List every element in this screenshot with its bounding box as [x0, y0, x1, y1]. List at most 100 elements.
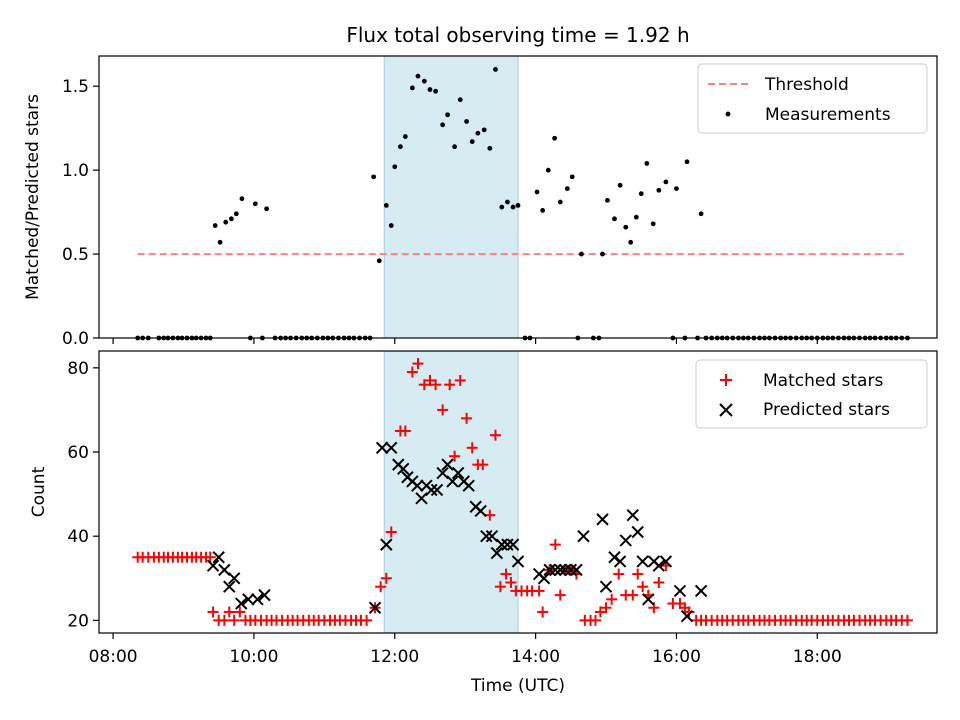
- measurement-point: [656, 187, 662, 193]
- predicted-star-marker: [673, 584, 687, 598]
- measurement-point: [499, 204, 505, 210]
- predicted-star-marker: [430, 483, 444, 497]
- measurement-point: [402, 134, 408, 139]
- matched-star-marker: [637, 581, 649, 593]
- matched-star-marker: [418, 379, 430, 391]
- matched-star-marker: [653, 576, 665, 588]
- matched-stars-layer: [132, 358, 913, 626]
- measurement-point: [617, 182, 623, 188]
- predicted-star-marker: [596, 513, 609, 526]
- measurement-point: [628, 239, 634, 245]
- measurement-point: [469, 139, 475, 145]
- measurement-point: [564, 186, 570, 192]
- matched-star-marker: [375, 581, 387, 593]
- matched-star-marker: [683, 606, 695, 618]
- bottom-x-ticks: 08:00 10:00 12:00 14:00 16:00 18:00: [89, 633, 842, 667]
- predicted-star-marker: [652, 559, 666, 572]
- predicted-star-marker: [631, 525, 644, 539]
- predicted-star-marker: [636, 555, 649, 568]
- measurement-point: [457, 97, 463, 103]
- predicted-star-marker: [251, 593, 264, 606]
- predicted-star-marker: [511, 555, 525, 568]
- y-tick-label: 1.0: [62, 161, 89, 181]
- matched-star-marker: [204, 551, 216, 563]
- measurements-layer: [135, 67, 910, 341]
- top-x-ticks: [112, 338, 818, 344]
- x-tick-label: 16:00: [652, 647, 701, 667]
- predicted-star-marker: [680, 609, 694, 623]
- predicted-star-marker: [549, 563, 562, 577]
- matched-star-marker: [632, 568, 644, 580]
- matched-star-marker: [444, 379, 456, 391]
- matched-star-marker: [361, 614, 373, 626]
- x-tick-label: 08:00: [89, 647, 138, 667]
- matched-star-marker: [500, 568, 512, 580]
- predicted-star-marker: [258, 588, 271, 602]
- matched-star-marker: [606, 593, 618, 605]
- measurement-point: [383, 202, 389, 208]
- matched-star-marker: [207, 606, 219, 618]
- predicted-star-marker: [441, 458, 454, 471]
- x-tick-label: 14:00: [511, 647, 560, 667]
- predicted-star-marker: [223, 580, 236, 593]
- predicted-star-marker: [446, 475, 459, 488]
- measurement-point: [233, 211, 239, 217]
- top-y-axis-label: Matched/Predicted stars: [23, 94, 43, 300]
- predicted-star-marker: [462, 479, 475, 492]
- top-axes-frame: [98, 55, 938, 339]
- predicted-star-marker: [537, 572, 551, 585]
- bottom-y-ticks: 20 40 60 80: [67, 359, 99, 631]
- measurement-point: [684, 159, 690, 165]
- predicted-star-marker: [474, 504, 487, 518]
- x-tick-label: 10:00: [229, 647, 278, 667]
- measurement-point: [663, 179, 669, 185]
- measurement-point: [475, 130, 481, 136]
- measurement-point: [623, 224, 629, 230]
- measurement-point: [505, 199, 510, 205]
- measurement-point: [252, 201, 258, 207]
- measurement-point: [212, 223, 218, 228]
- top-highlight-span: [383, 55, 519, 339]
- predicted-star-marker: [385, 441, 398, 455]
- predicted-star-marker: [495, 538, 509, 551]
- predicted-star-marker: [599, 580, 613, 593]
- predicted-stars-layer: [206, 441, 708, 623]
- measurement-point: [452, 144, 458, 150]
- measurement-point: [409, 85, 415, 91]
- measurement-point: [228, 216, 234, 222]
- y-tick-label: 20: [67, 611, 89, 631]
- predicted-star-marker: [397, 462, 410, 476]
- matched-star-marker: [223, 606, 235, 618]
- y-tick-label: 1.5: [62, 77, 89, 97]
- matched-star-marker: [406, 366, 418, 378]
- bottom-highlight-span: [383, 350, 519, 634]
- measurement-point: [445, 112, 450, 118]
- predicted-star-marker: [368, 601, 382, 614]
- legend-measurements-label: Measurements: [765, 105, 891, 125]
- legend-matched-swatch: [720, 374, 732, 386]
- measurement-point: [534, 189, 540, 195]
- matched-star-marker: [380, 572, 392, 584]
- matched-star-marker: [461, 412, 473, 424]
- matched-star-marker: [385, 526, 397, 538]
- matched-star-marker: [399, 425, 411, 437]
- matched-star-marker: [549, 539, 561, 551]
- predicted-star-marker: [608, 551, 621, 564]
- legend-threshold-label: Threshold: [764, 75, 849, 95]
- measurement-point: [698, 211, 704, 217]
- predicted-star-marker: [642, 593, 655, 606]
- measurement-point: [569, 174, 575, 180]
- measurement-point: [605, 197, 610, 203]
- predicted-star-marker: [451, 466, 465, 480]
- measurement-point: [545, 167, 551, 173]
- measurement-point: [487, 145, 493, 151]
- predicted-star-marker: [436, 466, 449, 480]
- predicted-star-marker: [212, 551, 225, 564]
- measurement-point: [612, 216, 617, 222]
- predicted-star-marker: [411, 479, 424, 492]
- matched-star-marker: [600, 602, 612, 614]
- bottom-y-axis-label: Count: [29, 466, 49, 517]
- measurement-point: [510, 204, 516, 210]
- predicted-star-marker: [242, 593, 255, 606]
